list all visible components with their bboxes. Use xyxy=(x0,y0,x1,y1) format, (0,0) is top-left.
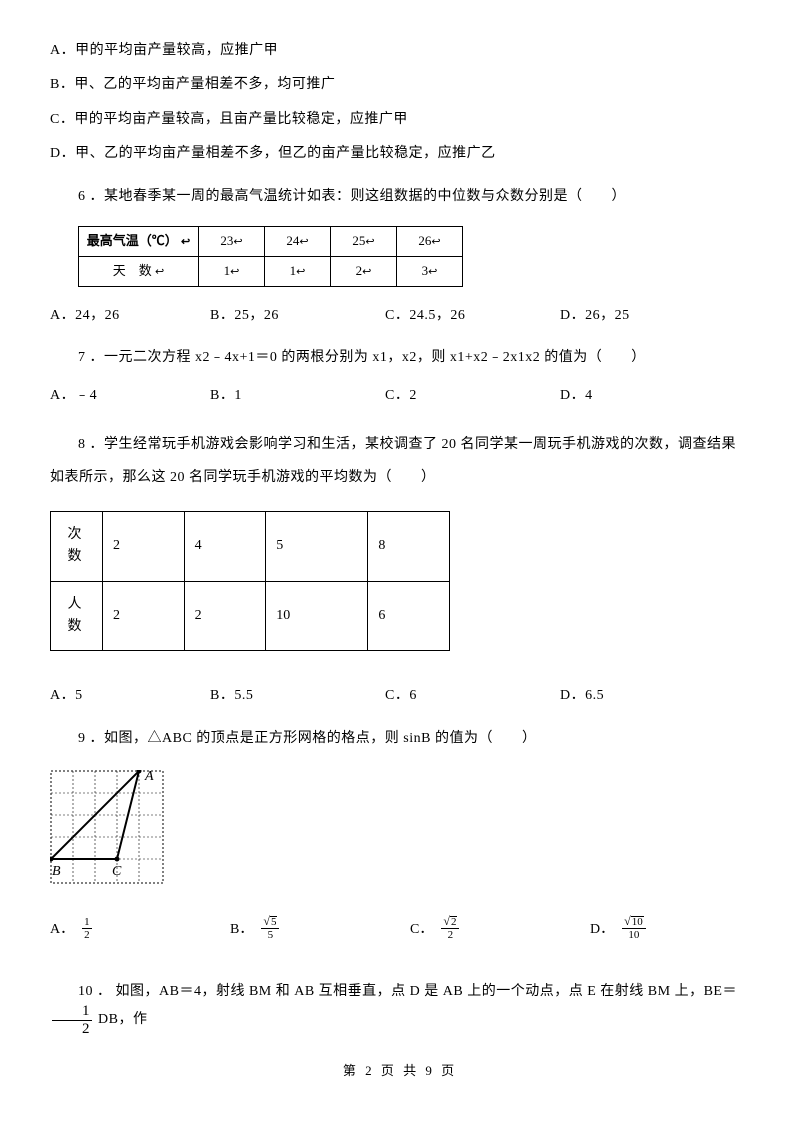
q9-opt-a: A． 1 2 xyxy=(50,916,230,941)
q7-opt-a: A．﹣4 xyxy=(50,385,210,407)
q8-opt-c: C．6 xyxy=(385,685,560,707)
q6-t3: 26 xyxy=(418,233,431,248)
q9-figure: A B C xyxy=(50,770,750,894)
q6-hdr: 最高气温（℃） xyxy=(87,233,178,248)
q8-opt-a: A．5 xyxy=(50,685,210,707)
opt-a: A．甲的平均亩产量较高，应推广甲 xyxy=(50,40,750,62)
q9-options: A． 1 2 B． √5 5 C． √2 2 D． √10 10 xyxy=(50,915,750,941)
q9-text: 9 ．如图，△ABC 的顶点是正方形网格的格点，则 sinB 的值为（ ） xyxy=(50,728,750,750)
q8-r1-0: 2 xyxy=(103,511,185,581)
q6-t2: 25 xyxy=(352,233,365,248)
q6-text: 6 ．某地春季某一周的最高气温统计如表：则这组数据的中位数与众数分别是（ ） xyxy=(50,186,750,208)
q6-opt-d: D．26，25 xyxy=(560,305,630,327)
q6-t0: 23 xyxy=(220,233,233,248)
q10-text: 10 ． 如图，AB＝4，射线 BM 和 AB 互相垂直，点 D 是 AB 上的… xyxy=(50,981,750,1037)
q9-opt-d: D． √10 10 xyxy=(590,915,648,941)
q8-r1-2: 5 xyxy=(266,511,368,581)
opt-c: C．甲的平均亩产量较高，且亩产量比较稳定，应推广甲 xyxy=(50,109,750,131)
q8-r1-3: 8 xyxy=(368,511,450,581)
q8-table: 次数 2 4 5 8 人数 2 2 10 6 xyxy=(50,511,750,652)
q8-table-el: 次数 2 4 5 8 人数 2 2 10 6 xyxy=(50,511,450,652)
q6-t1: 24 xyxy=(286,233,299,248)
q9-opt-c: C． √2 2 xyxy=(410,915,590,941)
q7-options: A．﹣4 B．1 C．2 D．4 xyxy=(50,385,750,407)
frac-q10: 1 2 xyxy=(52,1003,92,1037)
page-body: A．甲的平均亩产量较高，应推广甲 B．甲、乙的平均亩产量相差不多，均可推广 C．… xyxy=(0,0,800,1102)
q8-r2-3: 6 xyxy=(368,581,450,651)
q7-opt-c: C．2 xyxy=(385,385,560,407)
q6-options: A．24，26 B．25，26 C．24.5，26 D．26，25 xyxy=(50,305,750,327)
q6-opt-b: B．25，26 xyxy=(210,305,385,327)
q8-r2-1: 2 xyxy=(184,581,266,651)
q6-days-label: 天 数 xyxy=(113,263,152,278)
q6-opt-c: C．24.5，26 xyxy=(385,305,560,327)
q8-r2-0: 2 xyxy=(103,581,185,651)
opt-b: B．甲、乙的平均亩产量相差不多，均可推广 xyxy=(50,74,750,96)
q9-opt-b: B． √5 5 xyxy=(230,915,410,941)
label-a: A xyxy=(144,770,154,784)
q7-text: 7 ．一元二次方程 x2﹣4x+1＝0 的两根分别为 x1，x2，则 x1+x2… xyxy=(50,347,750,369)
q8-text: 8 ．学生经常玩手机游戏会影响学习和生活，某校调查了 20 名同学某一周玩手机游… xyxy=(50,428,750,495)
q7-opt-b: B．1 xyxy=(210,385,385,407)
q8-r1-1: 4 xyxy=(184,511,266,581)
grid-svg: A B C xyxy=(50,770,184,886)
q8-opt-d: D．6.5 xyxy=(560,685,604,707)
q8-r1-label: 次数 xyxy=(51,511,103,581)
label-c: C xyxy=(112,864,122,879)
q8-r2-label: 人数 xyxy=(51,581,103,651)
q8-options: A．5 B．5.5 C．6 D．6.5 xyxy=(50,685,750,707)
q6-opt-a: A．24，26 xyxy=(50,305,210,327)
frac-d: √10 10 xyxy=(622,915,646,941)
label-b: B xyxy=(52,864,61,879)
opt-d: D．甲、乙的平均亩产量相差不多，但乙的亩产量比较稳定，应推广乙 xyxy=(50,143,750,165)
q6-table-el: 最高气温（℃） ↩ 23↩ 24↩ 25↩ 26↩ 天 数 ↩ 1↩ 1↩ 2↩… xyxy=(78,226,463,287)
q7-opt-d: D．4 xyxy=(560,385,593,407)
page-footer: 第 2 页 共 9 页 xyxy=(50,1061,750,1082)
q8-r2-2: 10 xyxy=(266,581,368,651)
q6-table: 最高气温（℃） ↩ 23↩ 24↩ 25↩ 26↩ 天 数 ↩ 1↩ 1↩ 2↩… xyxy=(78,226,750,287)
frac-a: 1 2 xyxy=(82,916,92,941)
frac-c: √2 2 xyxy=(441,915,459,941)
frac-b: √5 5 xyxy=(261,915,279,941)
q8-opt-b: B．5.5 xyxy=(210,685,385,707)
